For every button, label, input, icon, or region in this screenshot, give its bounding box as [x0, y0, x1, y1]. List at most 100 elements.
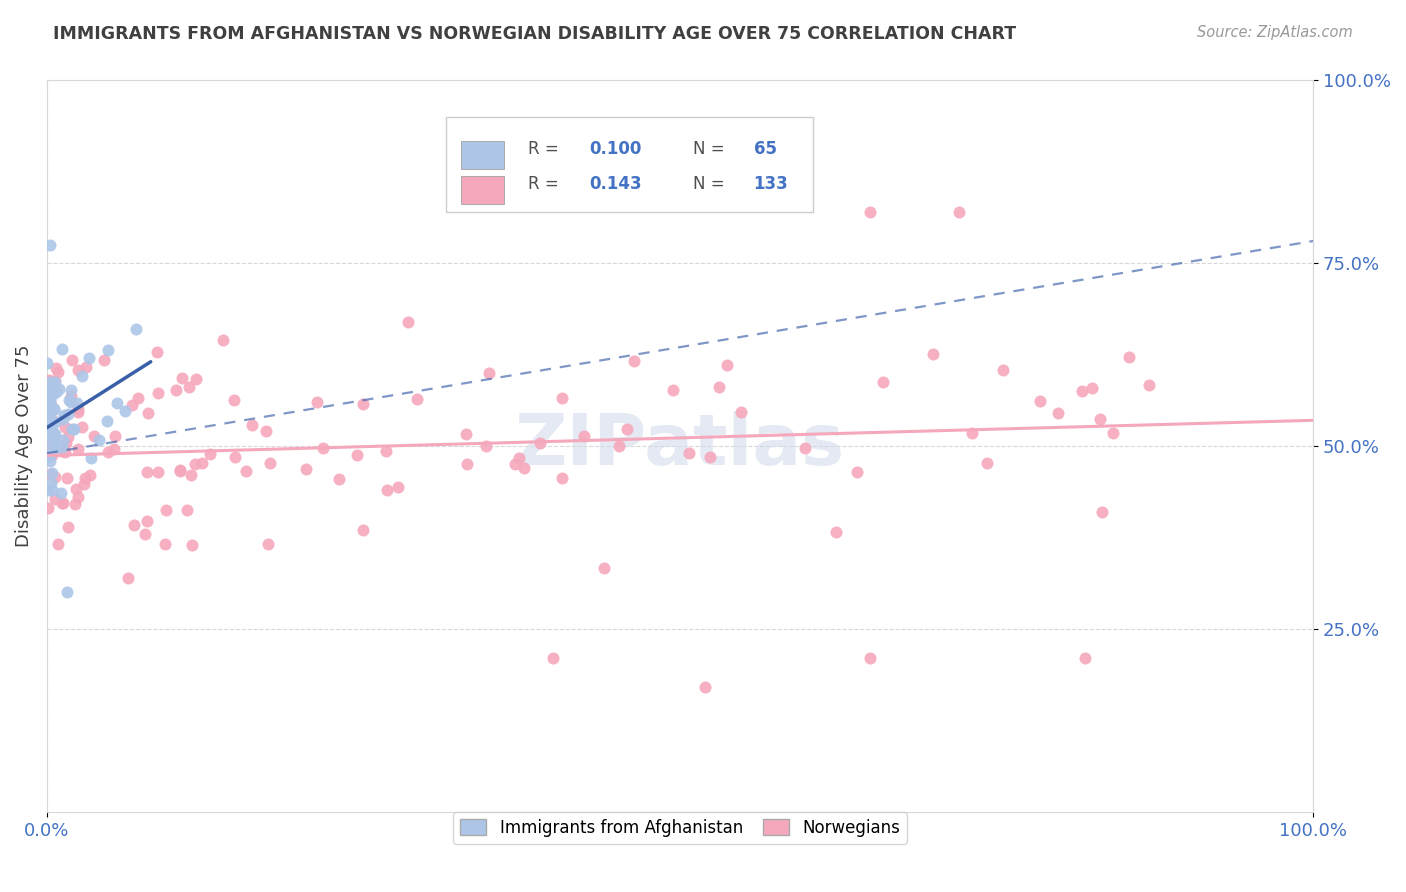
Point — [39, 423, 62, 437]
Point — [991, 363, 1014, 377]
Point — [170, 371, 193, 385]
Point — [39, 398, 62, 412]
Point — [921, 347, 943, 361]
Point — [242, 418, 264, 433]
Point — [39, 237, 62, 252]
FancyBboxPatch shape — [446, 117, 813, 211]
Point — [235, 464, 257, 478]
Point — [1090, 411, 1112, 425]
Point — [352, 523, 374, 537]
Point — [117, 571, 139, 585]
Text: N =: N = — [693, 175, 730, 193]
Point — [38, 401, 60, 416]
Point — [352, 397, 374, 411]
Text: IMMIGRANTS FROM AFGHANISTAN VS NORWEGIAN DISABILITY AGE OVER 75 CORRELATION CHAR: IMMIGRANTS FROM AFGHANISTAN VS NORWEGIAN… — [53, 25, 1017, 43]
Point — [37, 384, 59, 398]
Point — [44, 427, 66, 442]
Legend: Immigrants from Afghanistan, Norwegians: Immigrants from Afghanistan, Norwegians — [453, 813, 907, 844]
Point — [44, 375, 66, 389]
Point — [716, 359, 738, 373]
Point — [396, 315, 419, 329]
Point — [44, 401, 66, 416]
Point — [305, 395, 328, 409]
Point — [41, 414, 63, 428]
Point — [80, 450, 103, 465]
Point — [41, 386, 63, 401]
Point — [134, 527, 156, 541]
Point — [70, 368, 93, 383]
Point — [456, 457, 478, 471]
Point — [146, 385, 169, 400]
Point — [58, 392, 80, 407]
Point — [37, 400, 59, 414]
Point — [259, 456, 281, 470]
Point — [39, 385, 62, 400]
Point — [39, 420, 62, 434]
Point — [52, 408, 75, 422]
Point — [699, 450, 721, 464]
Point — [212, 333, 235, 347]
Point — [1074, 651, 1097, 665]
Point — [83, 429, 105, 443]
Point — [37, 387, 59, 401]
Point — [550, 471, 572, 485]
Point — [976, 456, 998, 470]
Point — [441, 168, 464, 182]
Point — [38, 412, 60, 426]
Point — [295, 462, 318, 476]
Point — [375, 444, 398, 458]
Point — [859, 651, 882, 665]
FancyBboxPatch shape — [461, 176, 505, 203]
Point — [44, 374, 66, 388]
Point — [709, 380, 731, 394]
Point — [513, 461, 536, 475]
Point — [328, 472, 350, 486]
Point — [180, 468, 202, 483]
Point — [59, 384, 82, 398]
Point — [67, 405, 90, 419]
Point — [1102, 426, 1125, 441]
Point — [730, 405, 752, 419]
Point — [146, 465, 169, 479]
Point — [616, 422, 638, 436]
Point — [38, 375, 60, 389]
Point — [66, 442, 89, 457]
Point — [93, 353, 115, 368]
Point — [346, 448, 368, 462]
Point — [39, 454, 62, 468]
Point — [631, 146, 654, 161]
Text: ZIPatlas: ZIPatlas — [515, 411, 845, 481]
Point — [592, 561, 614, 575]
Point — [122, 518, 145, 533]
Point — [44, 444, 66, 458]
Point — [169, 465, 191, 479]
Point — [37, 427, 59, 442]
Point — [66, 490, 89, 504]
Point — [312, 442, 335, 456]
Point — [478, 366, 501, 380]
Point — [66, 363, 89, 377]
Text: R =: R = — [529, 175, 564, 193]
Point — [105, 396, 128, 410]
Point — [41, 483, 63, 498]
Point — [39, 476, 62, 491]
Point — [37, 409, 59, 424]
Point — [1046, 406, 1069, 420]
Point — [254, 425, 277, 439]
Point — [179, 380, 201, 394]
Point — [38, 409, 60, 423]
Point — [103, 442, 125, 456]
Point — [73, 476, 96, 491]
Point — [45, 360, 67, 375]
Point — [52, 434, 75, 448]
Point — [56, 471, 79, 485]
Point — [70, 420, 93, 434]
Point — [846, 465, 869, 479]
Point — [39, 416, 62, 430]
Point — [1081, 381, 1104, 395]
Point — [39, 393, 62, 408]
Point — [37, 483, 59, 497]
Point — [375, 483, 398, 497]
Point — [79, 468, 101, 483]
Point — [474, 439, 496, 453]
